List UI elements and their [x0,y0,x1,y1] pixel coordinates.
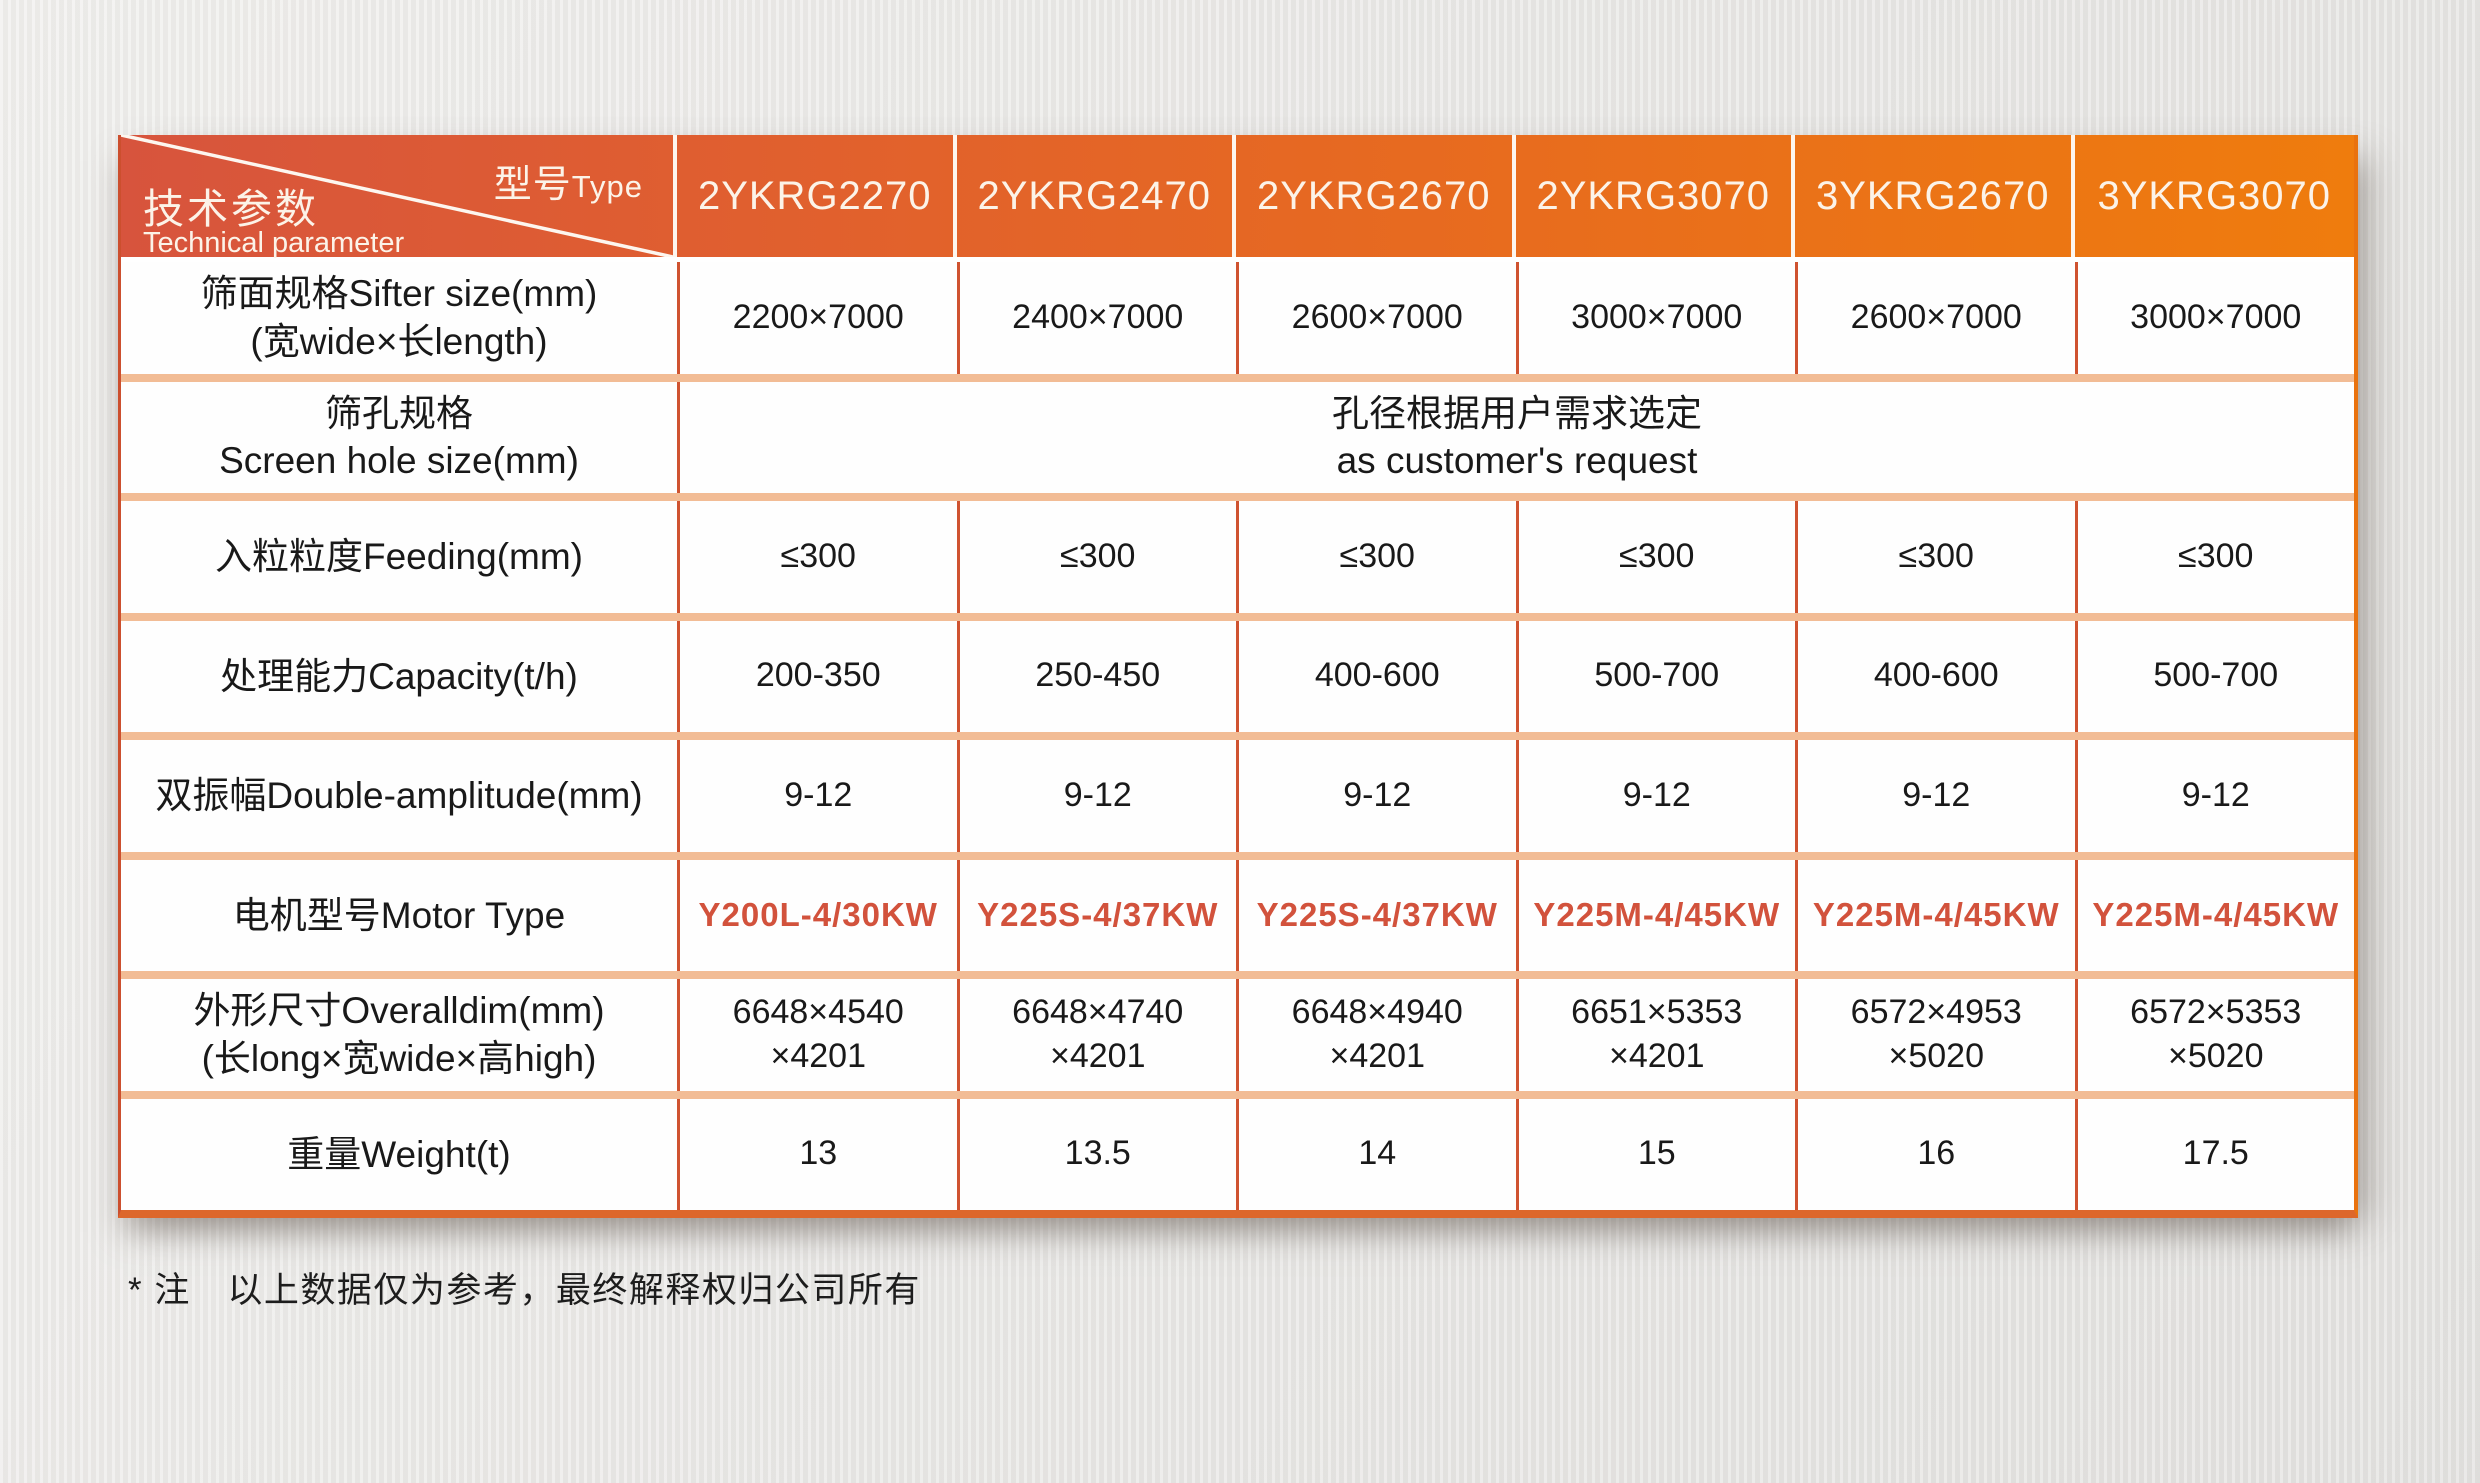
table-row-capacity: 处理能力Capacity(t/h) 200-350 250-450 400-60… [121,612,2355,733]
row-label-line2: Screen hole size(mm) [219,440,579,482]
row-label-line1: 电机型号Motor Type [232,894,566,936]
column-header: 2YKRG3070 [1516,135,1795,257]
row-label-line2: (宽wide×长length) [250,320,548,362]
spec-value-cell: 200-350 [677,620,957,732]
spec-value-cell: 9-12 [1795,740,2075,852]
spec-value-cell: ≤300 [677,501,957,613]
spec-value-cell: Y225S-4/37KW [956,859,1237,971]
spec-value-cell: ≤300 [1236,501,1516,613]
spec-value-cell: ≤300 [956,501,1237,613]
spec-value-cell: 3000×7000 [1515,262,1796,374]
corner-model-label: 型号Type [494,153,643,208]
corner-title-cn: 技术参数 [143,186,319,232]
spec-value-cell: Y225M-4/45KW [2074,859,2355,971]
spec-value-cell: 9-12 [956,740,1237,852]
column-header: 2YKRG2670 [1236,135,1516,257]
row-label-line1: 入粒粒度Feeding(mm) [215,536,583,578]
column-header: 2YKRG2470 [957,135,1236,257]
row-label: 外形尺寸Overalldim(mm) (长long×宽wide×高high) [121,979,677,1091]
spec-value-cell: 17.5 [2074,1098,2355,1210]
row-label: 筛面规格Sifter size(mm) (宽wide×长length) [121,262,677,374]
table-row-feeding: 入粒粒度Feeding(mm) ≤300 ≤300 ≤300 ≤300 ≤300… [121,493,2354,613]
row-label: 电机型号Motor Type [121,860,677,972]
spec-value-cell: 15 [1515,1098,1796,1210]
row-label: 处理能力Capacity(t/h) [121,621,677,733]
spec-value-cell: Y225S-4/37KW [1236,859,1516,971]
spec-value-cell: 13.5 [956,1098,1237,1210]
header-corner-cell: 型号Type 技术参数 Technical parameter [121,135,677,259]
row-label-line1: 筛面规格Sifter size(mm) [200,273,598,315]
row-label: 双振幅Double-amplitude(mm) [121,740,677,852]
table-row-weight: 重量Weight(t) 13 13.5 14 15 16 17.5 [121,1090,2355,1211]
corner-title-en: Technical parameter [143,227,405,259]
spec-value-cell: 250-450 [956,620,1237,732]
spec-value-cell: 9-12 [1515,740,1796,852]
spec-value-cell: 6572×5353 ×5020 [2074,979,2355,1091]
span-cell-line1: 孔径根据用户需求选定 [1332,392,1702,434]
row-label-line2: (长long×宽wide×高high) [201,1037,597,1079]
spec-value-cell: 2600×7000 [1795,262,2075,374]
table-body: 筛面规格Sifter size(mm) (宽wide×长length) 2200… [121,262,2354,1210]
table-header-row: 型号Type 技术参数 Technical parameter 2YKRG227… [121,135,2354,262]
spec-value-cell: Y225M-4/45KW [1515,859,1796,971]
spec-value-cell: 13 [677,1098,957,1210]
spec-value-cell: Y225M-4/45KW [1795,859,2075,971]
spec-value-cell: 6572×4953 ×5020 [1795,979,2075,1091]
spec-value-cell: 9-12 [1236,740,1516,852]
row-label: 重量Weight(t) [121,1099,677,1211]
spec-value-cell: 6648×4940 ×4201 [1236,979,1516,1091]
spec-value-cell: 6648×4540 ×4201 [677,979,957,1091]
row-label: 筛孔规格 Screen hole size(mm) [121,382,677,494]
spec-value-cell: 3000×7000 [2074,262,2355,374]
spec-value-cell: 500-700 [1515,620,1796,732]
row-label-line1: 处理能力Capacity(t/h) [220,655,578,697]
spec-value-cell: Y200L-4/30KW [677,859,957,971]
spec-value-cell: 400-600 [1236,620,1516,732]
row-label-line1: 筛孔规格 [325,392,473,434]
spec-value-cell: 9-12 [2074,740,2355,852]
spec-span-cell: 孔径根据用户需求选定 as customer's request [677,381,2354,493]
spec-value-cell: 9-12 [677,740,957,852]
column-header: 2YKRG2270 [677,135,957,257]
spec-value-cell: 6651×5353 ×4201 [1515,979,1796,1091]
footnote: * 注 以上数据仅为参考，最终解释权归公司所有 [128,1271,921,1310]
corner-model-cn: 型号 [493,164,572,206]
spec-value-cell: 2600×7000 [1236,262,1516,374]
table-row-screen-hole: 筛孔规格 Screen hole size(mm) 孔径根据用户需求选定 as … [121,373,2354,494]
table-row-motor-type: 电机型号Motor Type Y200L-4/30KW Y225S-4/37KW… [121,851,2355,972]
diagonal-divider-line [121,135,673,257]
spec-value-cell: 6648×4740 ×4201 [956,979,1237,1091]
spec-table: 型号Type 技术参数 Technical parameter 2YKRG227… [118,135,2358,1218]
column-header: 3YKRG3070 [2097,173,2332,218]
column-header: 3YKRG2670 [1795,135,2075,257]
table-row-sifter-size: 筛面规格Sifter size(mm) (宽wide×长length) 2200… [121,262,2354,374]
spec-value-cell: 2400×7000 [956,262,1237,374]
spec-value-cell: ≤300 [1795,501,2075,613]
spec-value-cell: ≤300 [2074,501,2355,613]
row-label-line1: 重量Weight(t) [287,1133,511,1175]
row-label-line1: 外形尺寸Overalldim(mm) [193,990,605,1032]
table-row-overall-dimension: 外形尺寸Overalldim(mm) (长long×宽wide×高high) 6… [121,971,2354,1091]
spec-value-cell: 500-700 [2074,620,2355,732]
table-row-double-amplitude: 双振幅Double-amplitude(mm) 9-12 9-12 9-12 9… [121,732,2354,852]
spec-value-cell: 16 [1795,1098,2075,1210]
spec-value-cell: ≤300 [1515,501,1796,613]
spec-value-cell: 400-600 [1795,620,2075,732]
span-cell-line2: as customer's request [1336,440,1698,482]
spec-value-cell: 2200×7000 [677,262,957,374]
spec-value-cell: 14 [1236,1098,1516,1210]
row-label-line1: 双振幅Double-amplitude(mm) [155,775,643,817]
corner-model-en: Type [571,169,643,204]
row-label: 入粒粒度Feeding(mm) [121,501,677,613]
